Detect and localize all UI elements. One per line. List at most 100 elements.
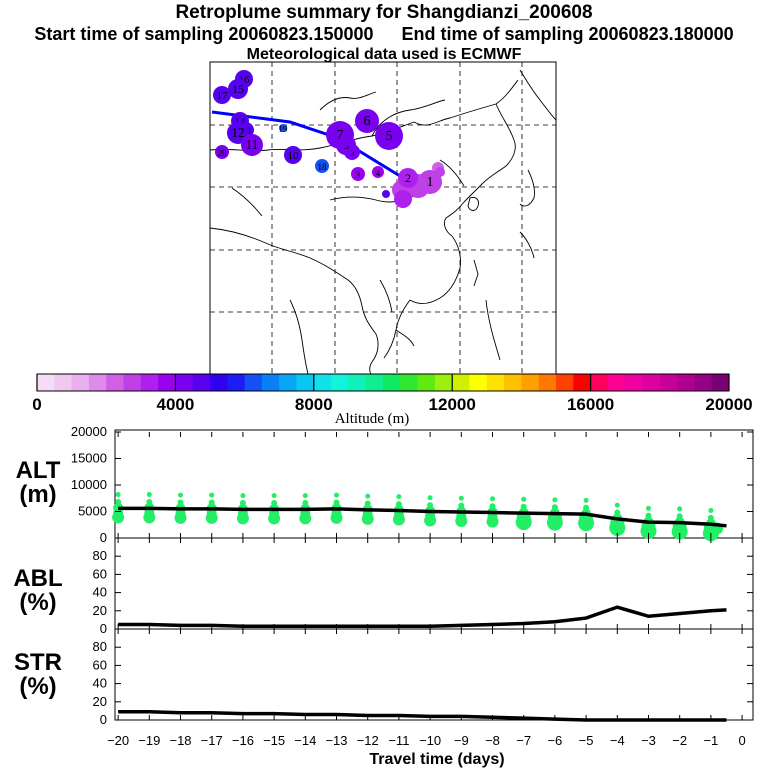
alt-plume-dots bbox=[112, 492, 724, 542]
alt-plume-dot bbox=[334, 492, 340, 498]
colorbar-cell bbox=[521, 374, 540, 391]
plume-day-20 bbox=[215, 145, 229, 159]
plume-day-label: 9 bbox=[350, 148, 355, 159]
plume-day-6 bbox=[355, 109, 379, 133]
y-tick-label: 80 bbox=[93, 548, 107, 563]
colorbar-tick-label: 20000 bbox=[705, 395, 752, 414]
alt-plume-dot bbox=[583, 504, 590, 511]
x-tick-label: −16 bbox=[232, 733, 254, 748]
map-frame bbox=[209, 61, 557, 375]
panels-frame bbox=[114, 429, 754, 721]
colorbar-cell bbox=[227, 374, 245, 391]
x-tick-label: −4 bbox=[610, 733, 625, 748]
colorbar-cell bbox=[296, 374, 315, 391]
colorbar-tick-label: 12000 bbox=[429, 395, 476, 414]
alt-plume-dot bbox=[396, 494, 402, 500]
alt-plume-dot bbox=[707, 514, 714, 521]
colorbar-cell bbox=[590, 374, 609, 391]
plume-day-label: 18 bbox=[318, 162, 328, 172]
colorbar-tick-label: 0 bbox=[32, 395, 41, 414]
alt-plume-dot bbox=[552, 497, 558, 503]
colorbar-cell bbox=[434, 374, 453, 391]
colorbar-tick-label: 8000 bbox=[295, 395, 333, 414]
alt-plume-dot bbox=[458, 495, 464, 501]
sampling-times: Start time of sampling 20060823.150000 En… bbox=[0, 24, 768, 45]
plume-day-label: 16 bbox=[239, 74, 250, 86]
y-tick-label: 60 bbox=[93, 657, 107, 672]
plume-day-label: 11 bbox=[246, 137, 259, 152]
alt-panel-label: ALT bbox=[16, 457, 61, 484]
alt-plume-dot bbox=[146, 498, 153, 505]
alt-plume-dot bbox=[489, 503, 496, 510]
alt-plume-dot bbox=[708, 507, 714, 513]
colorbar-cell bbox=[279, 374, 297, 391]
plume-day-label: 19 bbox=[279, 124, 289, 134]
colorbar-cell bbox=[486, 374, 505, 391]
colorbar-cell bbox=[106, 374, 124, 391]
plume-day-label: 10 bbox=[288, 150, 299, 162]
colorbar-cell bbox=[383, 374, 401, 391]
plume-day-5 bbox=[375, 122, 403, 150]
colorbar-cell bbox=[538, 374, 557, 391]
plume-day-label: 12 bbox=[231, 125, 244, 140]
alt-plume-dot bbox=[489, 496, 495, 502]
x-tick-label: −20 bbox=[107, 733, 129, 748]
abl-panel-label: ABL bbox=[13, 565, 62, 592]
alt-plume-dot bbox=[177, 499, 184, 506]
plume-day-label: 14 bbox=[235, 116, 246, 128]
colorbar-cell bbox=[348, 374, 367, 391]
y-tick-label: 0 bbox=[100, 530, 107, 545]
colorbar-cell bbox=[37, 374, 55, 391]
alt-plume-dot bbox=[677, 506, 683, 512]
alt-plume-dot bbox=[240, 493, 246, 499]
plume-day-11 bbox=[241, 134, 263, 156]
plume-day-18 bbox=[315, 159, 329, 173]
altitude-colorbar: 0 4000 8000 12000 16000 20000 Altitude (m) bbox=[32, 373, 753, 427]
plume-day-label: 5 bbox=[386, 129, 393, 144]
alt-plume-dot bbox=[520, 503, 527, 510]
alt-plume-dot bbox=[427, 495, 433, 501]
alt-plume-dot bbox=[208, 499, 215, 506]
alt-plume-dot bbox=[271, 500, 278, 507]
colorbar-tick-label: 4000 bbox=[156, 395, 194, 414]
alt-plume-dot bbox=[115, 492, 121, 498]
colorbar-cell bbox=[625, 374, 643, 391]
alt-plume-dot bbox=[333, 499, 340, 506]
y-tick-label: 20000 bbox=[71, 424, 107, 439]
series-line-alt bbox=[118, 506, 727, 528]
plume-day-label: 17 bbox=[217, 90, 228, 102]
x-tick-label: −7 bbox=[516, 733, 531, 748]
colorbar-cell bbox=[365, 374, 384, 391]
colorbar-cell bbox=[88, 374, 107, 391]
y-tick-label: 5000 bbox=[78, 504, 107, 519]
alt-plume-dot bbox=[551, 504, 558, 511]
x-tick-label: −14 bbox=[294, 733, 316, 748]
colorbar-cell bbox=[244, 374, 263, 391]
plume-day-2 bbox=[398, 168, 418, 188]
y-tick-label: 10000 bbox=[71, 477, 107, 492]
alt-plume-dot bbox=[458, 502, 465, 509]
plume-day-4 bbox=[372, 166, 384, 178]
map-gridlines bbox=[210, 62, 556, 374]
alt-plume-dot bbox=[271, 493, 277, 499]
colorbar-cell bbox=[400, 374, 418, 391]
alt-plume-dot bbox=[395, 501, 402, 508]
end-time-label: End time of sampling 20060823.180000 bbox=[401, 24, 734, 44]
plume-day-label: 6 bbox=[364, 114, 371, 129]
colorbar-tick-label: 16000 bbox=[567, 395, 614, 414]
x-tick-label: −12 bbox=[357, 733, 379, 748]
plume-day-19 bbox=[279, 124, 287, 132]
colorbar-cell bbox=[175, 374, 194, 391]
x-tick-label: −3 bbox=[641, 733, 656, 748]
alt-plume-dot bbox=[115, 498, 122, 505]
plume-day-label: 1 bbox=[427, 175, 434, 190]
colorbar-cell bbox=[694, 374, 713, 391]
x-tick-label: −5 bbox=[579, 733, 594, 748]
x-tick-label: −1 bbox=[703, 733, 718, 748]
plot-title: Retroplume summary for Shangdianzi_20060… bbox=[175, 2, 593, 23]
colorbar-cell bbox=[607, 374, 626, 391]
abl-panel-unit: (%) bbox=[19, 589, 56, 616]
colorbar-cell bbox=[452, 374, 470, 391]
colorbar-cell bbox=[123, 374, 142, 391]
